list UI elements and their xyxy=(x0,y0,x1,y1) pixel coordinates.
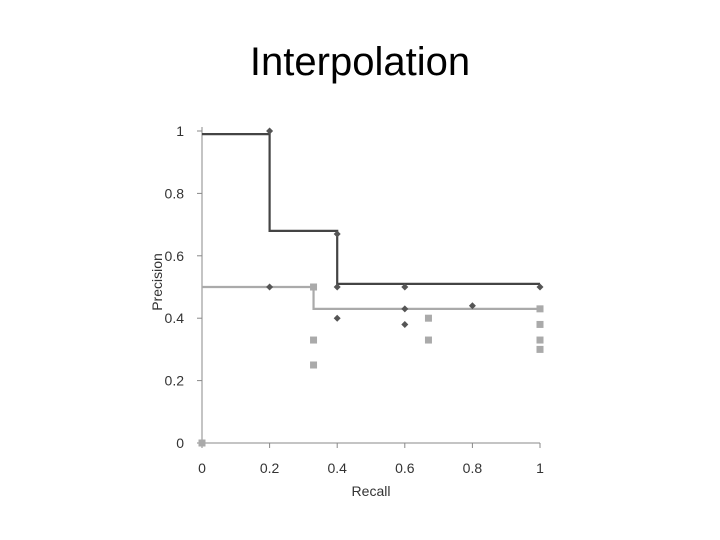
square-point xyxy=(536,320,544,328)
x-tick-label: 0 xyxy=(198,460,206,476)
y-tick-label: 0.2 xyxy=(165,373,185,389)
interpolated-line xyxy=(202,133,540,285)
x-tick-label: 0.2 xyxy=(260,460,280,476)
x-tick-label: 0.8 xyxy=(463,460,483,476)
diamond-point xyxy=(333,230,341,238)
y-tick-label: 1 xyxy=(176,123,184,139)
diamond-point xyxy=(266,283,274,291)
square-point xyxy=(424,336,432,344)
square-point xyxy=(310,336,318,344)
diamond-point xyxy=(401,320,409,328)
y-axis-title: Precision xyxy=(149,253,165,311)
chart-axes xyxy=(201,127,540,444)
chart-ticks: 0 0.2 0.4 0.6 0.8 1 0 0.2 0.4 0.6 0.8 1 xyxy=(165,123,545,476)
diamond-point xyxy=(333,314,341,322)
y-tick-label: 0.6 xyxy=(165,248,185,264)
diamond-point xyxy=(401,305,409,313)
data-points xyxy=(198,127,544,447)
diamond-point xyxy=(536,283,544,291)
diamond-point xyxy=(333,283,341,291)
slide-title: Interpolation xyxy=(249,40,471,84)
square-point xyxy=(310,361,318,369)
x-tick-label: 0.6 xyxy=(395,460,415,476)
diamond-point xyxy=(401,283,409,291)
x-tick-label: 1 xyxy=(536,460,544,476)
square-point xyxy=(536,336,544,344)
x-tick-label: 0.4 xyxy=(327,460,347,476)
y-tick-label: 0 xyxy=(176,435,184,451)
diamond-point xyxy=(468,302,476,310)
square-point xyxy=(536,305,544,313)
interpolated-lines xyxy=(202,133,540,310)
diamond-point xyxy=(266,127,274,135)
square-point xyxy=(310,283,318,291)
square-point xyxy=(198,439,206,447)
y-tick-label: 0.8 xyxy=(165,185,185,201)
x-axis-title: Recall xyxy=(352,483,391,499)
y-tick-label: 0.4 xyxy=(165,310,185,326)
interpolated-line xyxy=(202,285,540,310)
square-point xyxy=(424,314,432,322)
square-point xyxy=(536,345,544,353)
